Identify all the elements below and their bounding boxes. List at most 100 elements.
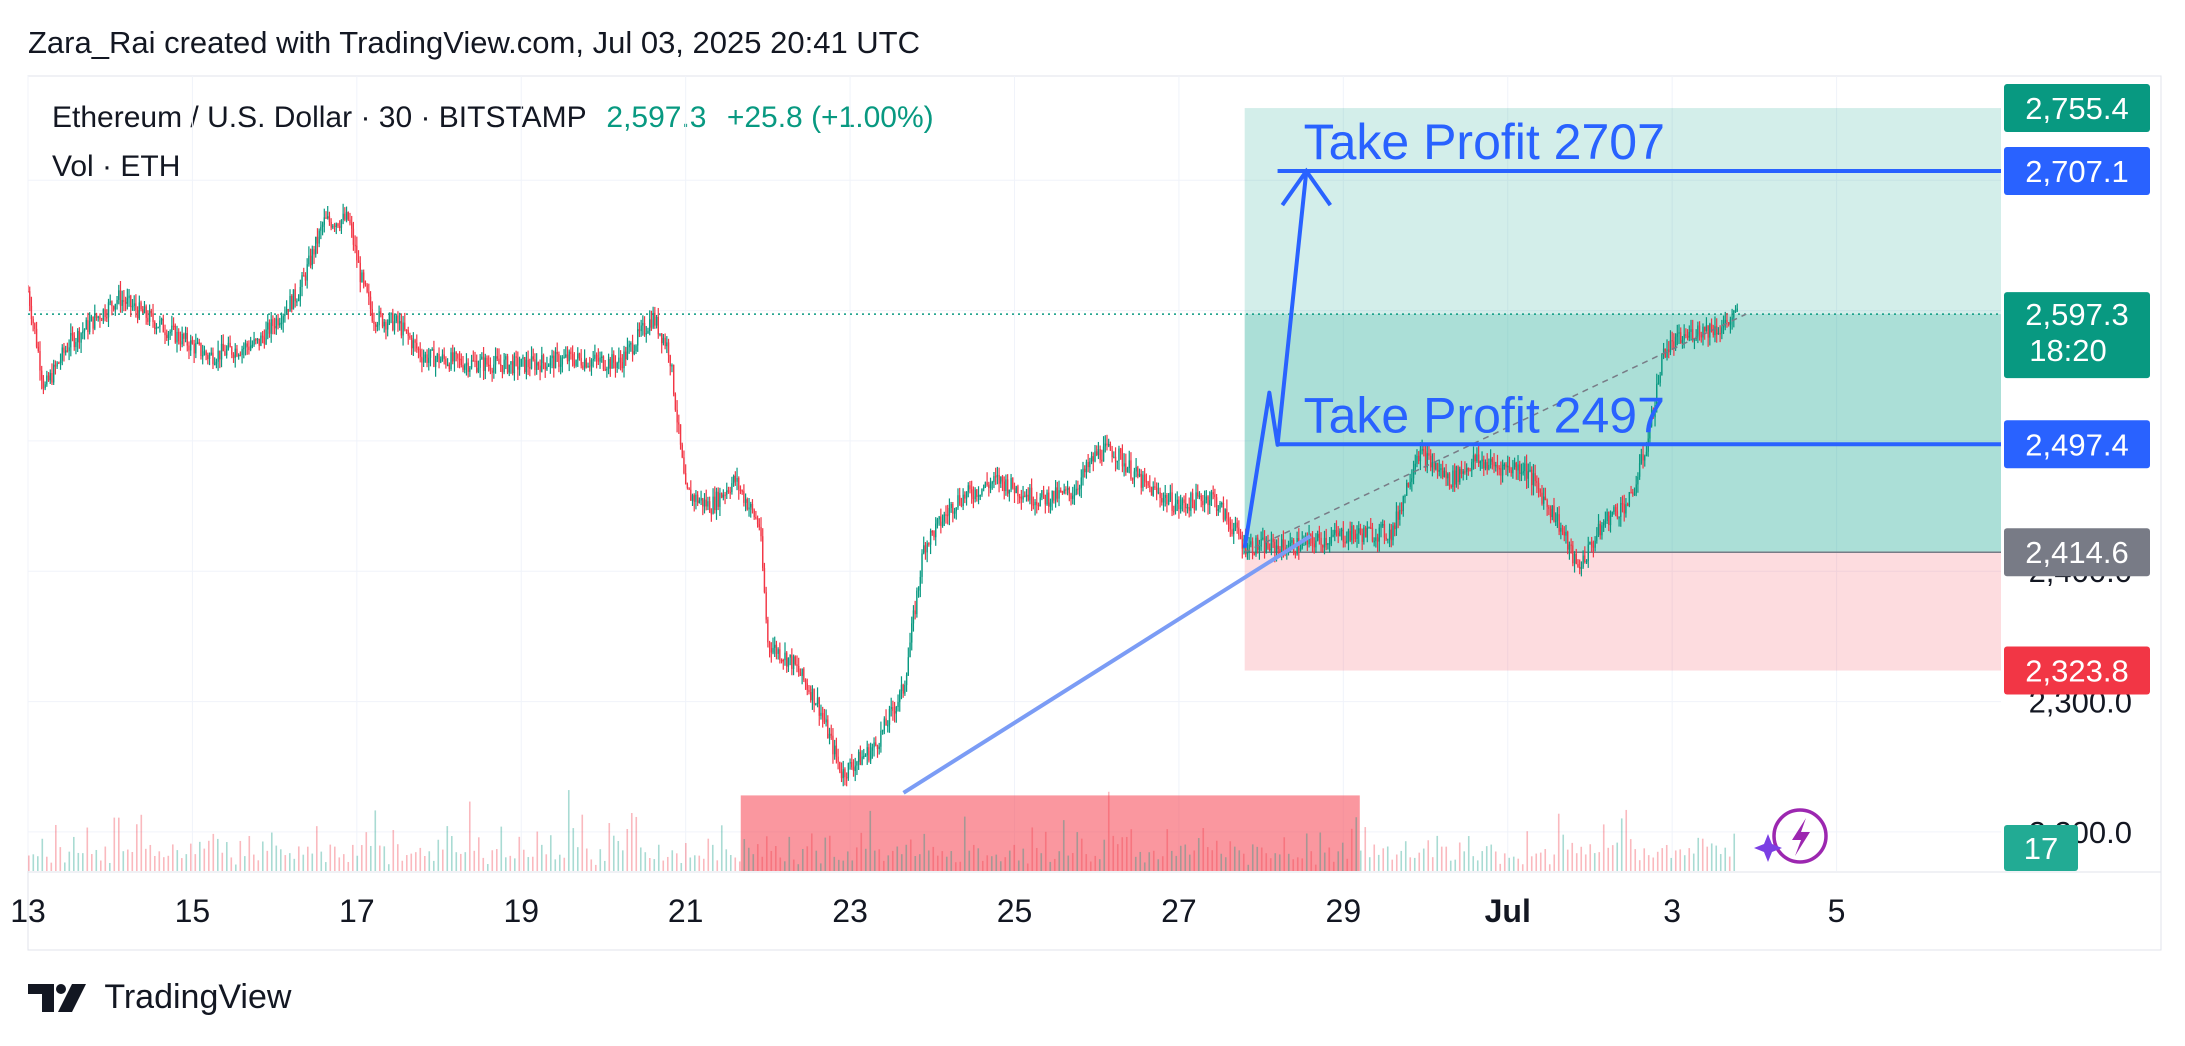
candle-body — [1489, 458, 1492, 465]
volume-bar — [1377, 854, 1380, 871]
candle-body — [1650, 409, 1653, 427]
candle-body — [1479, 461, 1482, 464]
volume-bar — [734, 857, 737, 871]
volume-bar — [729, 854, 732, 871]
candle-body — [503, 359, 505, 373]
candle-body — [1241, 539, 1243, 549]
candle-body — [1000, 476, 1002, 484]
candle-body — [1075, 488, 1077, 495]
volume-bar — [1575, 853, 1578, 871]
candle-body — [1733, 310, 1735, 318]
candle-body — [34, 323, 36, 329]
candle-body — [813, 688, 815, 705]
volume-bar — [1188, 854, 1191, 871]
candle-body — [1027, 494, 1029, 501]
attribution-text: Zara_Rai created with TradingView.com, J… — [28, 25, 921, 60]
volume-bar — [1004, 857, 1007, 871]
candle-body — [695, 494, 697, 502]
candle-body — [142, 309, 144, 314]
candle-body — [594, 354, 596, 359]
projection-path — [1242, 170, 1309, 549]
candle-body — [1388, 529, 1391, 539]
candle-body — [380, 311, 382, 315]
candle-body — [743, 491, 745, 503]
candle-body — [172, 325, 175, 328]
volume-bar — [63, 862, 66, 871]
volume-bar — [1449, 860, 1452, 871]
candle-body — [1306, 537, 1309, 545]
volume-bar — [1458, 842, 1461, 871]
candle-body — [520, 358, 522, 367]
candle-body — [708, 501, 711, 513]
volume-bar — [680, 863, 683, 871]
candle-body — [1505, 464, 1507, 468]
candle-body — [616, 362, 618, 368]
candle-body — [328, 216, 331, 222]
candle-body — [196, 342, 199, 344]
candle-body — [1202, 501, 1204, 506]
candle-body — [1114, 456, 1117, 462]
candle-body — [1318, 533, 1321, 538]
candle-body — [133, 303, 135, 306]
lightning-icon[interactable] — [1754, 808, 1828, 864]
candle-body — [1426, 453, 1428, 468]
footer-brand[interactable]: TradingView — [28, 978, 291, 1017]
volume-bar — [1647, 855, 1650, 871]
candle-body — [1635, 484, 1637, 494]
candle-body — [856, 761, 858, 766]
candle-body — [590, 360, 593, 367]
volume-bar — [1256, 846, 1259, 871]
candle-body — [893, 710, 896, 714]
candle-body — [515, 356, 517, 358]
candle-body — [575, 359, 577, 366]
candle-body — [289, 296, 291, 312]
candle-body — [73, 335, 75, 348]
candle-body — [1421, 449, 1423, 451]
candle-body — [861, 756, 863, 765]
candle-body — [1313, 543, 1315, 548]
candle-body — [1162, 497, 1165, 503]
candle-body — [909, 642, 911, 658]
footer-brand-text: TradingView — [104, 978, 292, 1016]
candle-body — [873, 742, 875, 748]
candle-body — [571, 354, 574, 362]
candle-body — [1157, 491, 1160, 494]
candle-body — [667, 342, 670, 356]
candle-body — [537, 362, 540, 366]
volume-bar — [1058, 851, 1061, 871]
candle-body — [253, 339, 255, 345]
volume-bar — [486, 864, 489, 871]
candle-body — [979, 494, 981, 497]
volume-bar — [1490, 844, 1493, 871]
candle-body — [46, 375, 48, 385]
candle-body — [936, 519, 939, 524]
candle-body — [1060, 490, 1062, 492]
volume-bar — [707, 838, 710, 871]
candle-body — [349, 219, 351, 224]
candle-body — [1443, 470, 1446, 478]
candle-body — [1522, 471, 1524, 473]
candle-body — [755, 517, 757, 519]
volume-bar — [1310, 851, 1313, 871]
candle-body — [657, 316, 659, 335]
candle-body — [426, 354, 428, 363]
candle-body — [323, 217, 325, 225]
candle-body — [621, 362, 623, 369]
candle-body — [1275, 545, 1278, 553]
volume-bar — [1476, 860, 1479, 871]
candle-body — [1681, 340, 1684, 343]
volume-bar — [1283, 837, 1286, 871]
volume-bar — [95, 849, 98, 871]
candle-body — [179, 341, 182, 345]
volume-bar — [1566, 849, 1569, 871]
candle-body — [1222, 502, 1225, 520]
candle-body — [63, 347, 65, 353]
candle-body — [1668, 349, 1670, 353]
candle-body — [1042, 490, 1045, 495]
candle-body — [998, 474, 1000, 484]
volume-bar — [158, 851, 161, 871]
volume-bar — [198, 841, 201, 871]
candle-body — [1118, 448, 1120, 461]
volume-bar — [1112, 835, 1115, 871]
